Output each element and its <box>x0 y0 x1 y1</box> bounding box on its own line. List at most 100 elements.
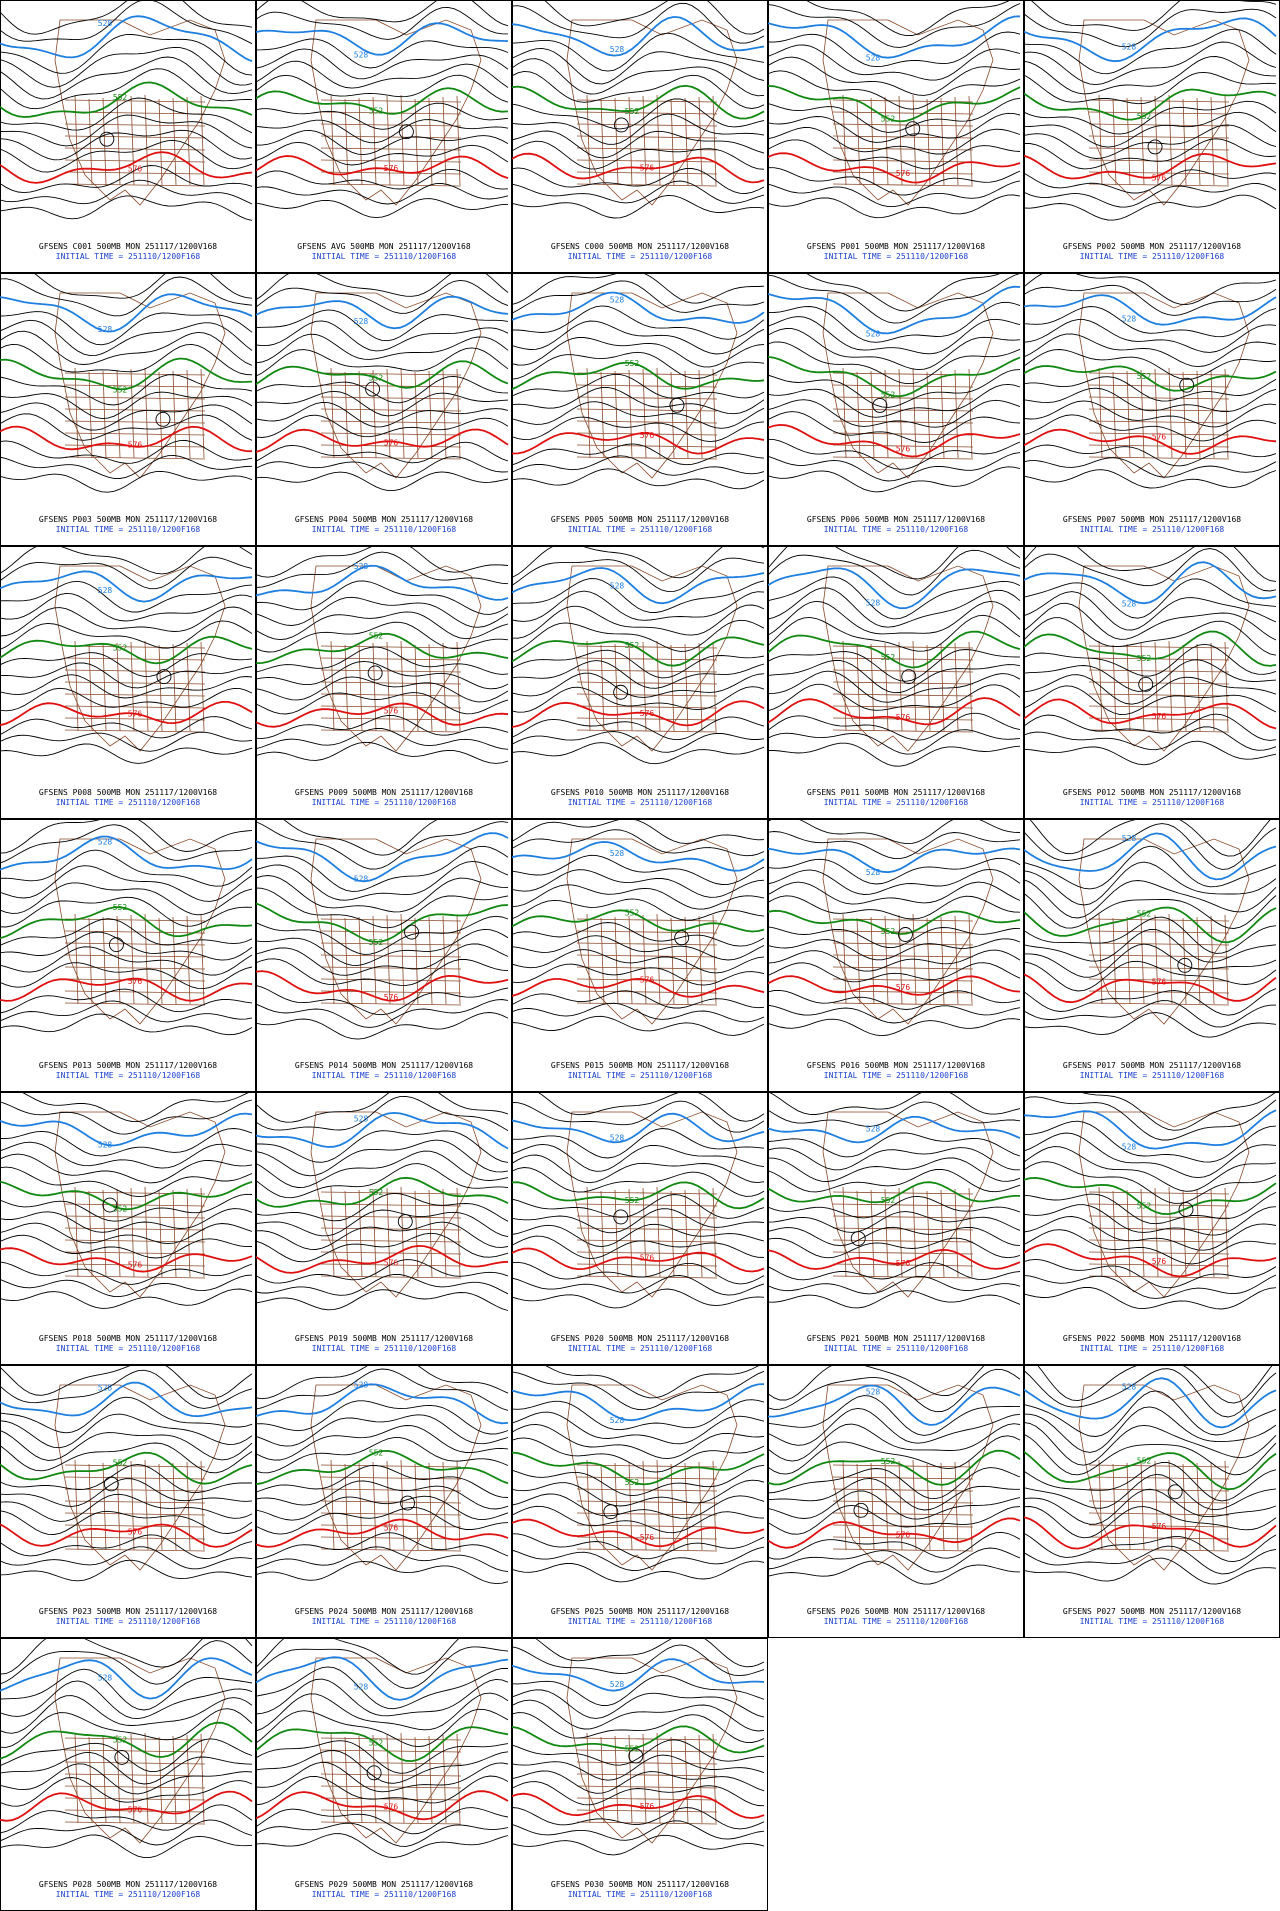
contour <box>256 1775 509 1806</box>
contour <box>512 320 765 355</box>
contour <box>512 1560 765 1583</box>
contour <box>256 902 509 943</box>
contour <box>512 990 765 1009</box>
contour-label: 528 <box>98 837 113 846</box>
map-panel: 528 552 576 GFSENS P019 500MB MON 251117/12… <box>256 1092 512 1365</box>
contour <box>256 1383 509 1425</box>
closed-low <box>669 397 685 413</box>
coastline <box>822 292 994 479</box>
border <box>442 1461 447 1551</box>
panel-title: GFSENS P003 500MB MON 251117/1200V168 <box>39 515 217 524</box>
border <box>64 1512 206 1516</box>
geography <box>822 1111 994 1298</box>
contour-label: 576 <box>128 977 143 986</box>
contour <box>1024 698 1277 730</box>
contour <box>0 1396 253 1434</box>
contour <box>1024 71 1277 105</box>
contour <box>805 273 1003 312</box>
contour-label: 528 <box>866 329 881 338</box>
contour <box>256 401 509 428</box>
border <box>1098 1186 1103 1278</box>
border <box>898 1460 903 1551</box>
border <box>576 1512 718 1516</box>
caption-bg <box>1 505 255 545</box>
contour <box>0 1369 253 1409</box>
border <box>628 642 633 732</box>
border <box>1168 94 1173 186</box>
contour <box>1024 1545 1277 1575</box>
contour <box>512 58 765 97</box>
map-panel: 528 552 576 GFSENS P029 500MB MON 251117/12… <box>256 1638 512 1911</box>
border <box>1112 1190 1117 1278</box>
closed-low <box>398 124 414 140</box>
caption-bg <box>257 232 511 272</box>
panel-title: GFSENS P022 500MB MON 251117/1200V168 <box>1063 1334 1241 1343</box>
contour <box>0 1478 253 1507</box>
border <box>1088 1536 1230 1540</box>
contour-label: 576 <box>640 431 655 440</box>
coastline <box>54 565 226 752</box>
contour <box>512 280 765 314</box>
contour <box>0 311 253 346</box>
contour <box>0 1451 253 1485</box>
panel-title: GFSENS AVG 500MB MON 251117/1200V168 <box>297 242 471 251</box>
border <box>600 644 605 732</box>
border <box>968 641 973 732</box>
border <box>832 1500 974 1504</box>
panel-title: GFSENS P023 500MB MON 251117/1200V168 <box>39 1607 217 1616</box>
contour-label: 576 <box>640 1802 655 1811</box>
border <box>320 432 462 436</box>
border <box>64 1785 206 1789</box>
contour <box>0 1013 253 1036</box>
contour <box>0 731 253 752</box>
contour-label: 552 <box>113 903 128 912</box>
border <box>64 1737 206 1741</box>
contour <box>0 1493 253 1522</box>
contour <box>1024 1532 1277 1563</box>
contour <box>1024 845 1277 890</box>
contour <box>512 1658 765 1692</box>
border <box>832 1203 974 1207</box>
contour <box>512 70 765 109</box>
contour <box>256 360 509 389</box>
contour <box>256 551 509 588</box>
contour <box>1024 428 1277 455</box>
closed-low <box>905 121 921 137</box>
contour <box>0 652 253 677</box>
border <box>576 930 718 934</box>
contour <box>512 819 765 844</box>
panel-title: GFSENS P025 500MB MON 251117/1200V168 <box>551 1607 729 1616</box>
contour <box>768 466 1021 493</box>
border <box>1088 669 1230 673</box>
border <box>456 95 461 186</box>
contour <box>256 1259 509 1284</box>
contour <box>256 441 509 464</box>
border <box>456 1187 461 1278</box>
initial-time: INITIAL TIME = 251110/1200F168 <box>1080 1617 1225 1626</box>
contour <box>256 102 509 130</box>
contour-label: 552 <box>881 114 896 123</box>
contour <box>0 276 253 317</box>
contour <box>0 1413 253 1449</box>
border <box>898 1187 903 1278</box>
contour-label: 552 <box>369 1188 384 1197</box>
contour <box>256 984 509 1016</box>
border <box>330 1732 335 1824</box>
contour <box>0 1680 253 1720</box>
contour <box>0 1751 253 1785</box>
border <box>1196 1462 1201 1551</box>
border <box>968 1187 973 1278</box>
contour-label: 552 <box>625 909 640 918</box>
contour <box>512 140 765 170</box>
contour <box>256 596 509 628</box>
contour <box>0 896 253 928</box>
contour <box>0 977 253 1002</box>
border <box>172 1189 177 1278</box>
contour <box>1024 100 1277 135</box>
border <box>1154 1187 1159 1278</box>
contour-label: 576 <box>640 1254 655 1263</box>
contour <box>512 567 765 605</box>
border <box>1196 916 1201 1005</box>
caption-bg <box>257 1051 511 1091</box>
initial-time: INITIAL TIME = 251110/1200F168 <box>1080 252 1225 261</box>
